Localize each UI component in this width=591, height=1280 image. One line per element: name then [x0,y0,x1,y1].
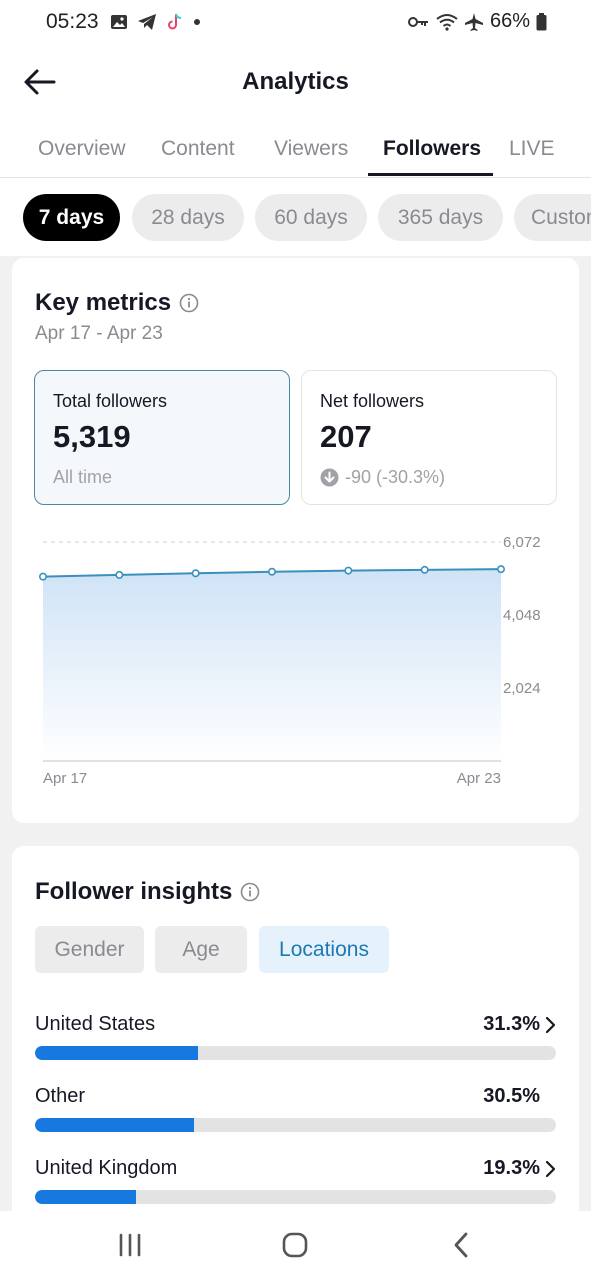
location-bar-track [35,1190,556,1204]
location-row[interactable]: United States 31.3% [35,1013,556,1073]
gallery-icon [111,15,127,29]
segment-gender[interactable]: Gender [35,926,144,973]
location-row[interactable]: United Kingdom 19.3% [35,1157,556,1217]
chevron-right-icon [545,1160,556,1178]
y-tick-label: 2,024 [503,680,541,697]
key-metrics-title: Key metrics [35,289,172,316]
net-change-text: -90 (-30.3%) [345,467,446,487]
tab-live[interactable]: LIVE [509,137,555,160]
total-followers-card[interactable]: Total followers 5,319 All time [34,370,290,505]
chip-28-days[interactable]: 28 days [132,194,244,241]
location-row: Other 30.5% [35,1085,556,1145]
data-point [267,567,276,576]
insights-title: Follower insights [35,878,233,905]
location-percent: 30.5% [483,1085,540,1107]
telegram-icon [138,14,156,30]
followers-chart: 6,072 4,048 2,024 Apr 17 Apr 23 [38,534,541,787]
data-point [38,572,47,581]
follower-insights-card: Follower insights Gender Age Locations U… [12,846,579,1226]
data-point [496,565,505,574]
status-bar: 05:23 66% [0,0,591,46]
metrics-date-range: Apr 17 - Apr 23 [35,323,163,344]
status-time: 05:23 [46,10,99,33]
key-metrics-heading: Key metrics [35,289,199,317]
key-metrics-card: Key metrics Apr 17 - Apr 23 Total follow… [12,258,579,823]
net-followers-change: -90 (-30.3%) [320,467,445,488]
home-button[interactable] [281,1231,309,1259]
location-name: United States [35,1013,156,1035]
wifi-icon [436,13,458,31]
back-button[interactable] [22,66,58,98]
chip-365-days[interactable]: 365 days [378,194,503,241]
analytics-tabs: Overview Content Viewers Followers LIVE [0,122,591,178]
location-bar-fill [35,1118,194,1132]
tab-viewers[interactable]: Viewers [274,137,349,160]
x-tick-label: Apr 17 [43,770,87,787]
net-followers-value: 207 [320,419,372,454]
airplane-icon [464,12,483,31]
chip-60-days[interactable]: 60 days [255,194,367,241]
arrow-down-circle-icon [320,468,339,487]
dot-icon [194,19,200,25]
location-bar-fill [35,1046,199,1060]
tab-followers[interactable]: Followers [383,137,482,160]
page-title: Analytics [242,68,349,95]
chip-custom[interactable]: Custom [514,194,591,241]
recent-apps-button[interactable] [117,1231,143,1259]
location-bar-track [35,1118,556,1132]
location-name: United Kingdom [35,1157,178,1179]
tiktok-icon [168,13,182,30]
location-percent: 31.3% [483,1013,540,1035]
segment-locations[interactable]: Locations [259,926,389,973]
system-nav-bar [0,1211,591,1280]
location-bar-fill [35,1190,136,1204]
segment-age[interactable]: Age [155,926,247,973]
active-tab-indicator [368,173,493,176]
total-followers-value: 5,319 [53,419,131,454]
x-tick-label: Apr 23 [457,770,501,787]
tab-overview[interactable]: Overview [38,137,126,160]
chip-7-days[interactable]: 7 days [23,194,120,241]
insights-heading: Follower insights [35,878,260,906]
back-nav-button[interactable] [451,1231,471,1259]
chevron-right-icon [545,1016,556,1034]
data-point [191,569,200,578]
net-followers-card[interactable]: Net followers 207 -90 (-30.3%) [301,370,557,505]
total-followers-label: Total followers [53,391,168,411]
app-header: Analytics [0,46,591,122]
y-tick-label: 6,072 [503,534,541,551]
info-icon[interactable] [179,293,199,313]
back-arrow-icon [24,69,56,95]
system-icons: 66% [407,10,547,33]
all-time-label: All time [53,467,113,487]
data-point [115,570,124,579]
location-name: Other [35,1085,86,1107]
data-point [420,565,429,574]
y-tick-label: 4,048 [503,607,541,624]
notification-icons [110,12,201,32]
location-percent: 19.3% [483,1157,540,1179]
data-point [344,566,353,575]
date-range-chips: 7 days 28 days 60 days 365 days Custom [0,178,591,256]
location-bar-track [35,1046,556,1060]
total-followers-sub: All time [53,467,112,488]
tab-content[interactable]: Content [161,137,235,160]
area-fill [43,569,501,761]
info-icon[interactable] [240,882,260,902]
net-followers-label: Net followers [320,391,425,411]
vpn-key-icon [407,16,428,27]
battery-percent: 66% [489,10,530,32]
battery-icon [536,12,547,30]
